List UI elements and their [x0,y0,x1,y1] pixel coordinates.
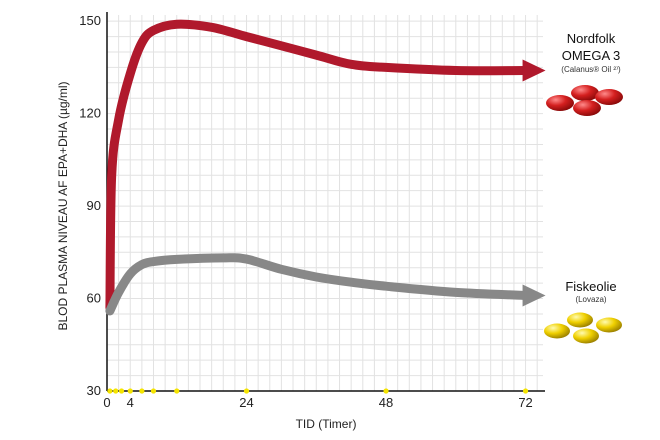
sample-marker [127,388,133,394]
red-capsule [573,100,601,116]
sample-marker [174,388,180,394]
sample-marker [113,388,119,394]
x-tick-label: 4 [127,395,134,410]
x-tick-label: 48 [379,395,393,410]
tick-labels: 0 4 24 48 72 30 60 90 120 150 [79,13,532,410]
y-tick-label: 30 [87,383,101,398]
yellow-capsule [544,323,570,339]
series-arrowhead-0 [522,59,546,82]
sample-time-markers [107,388,529,394]
x-tick-label: 72 [518,395,532,410]
x-tick-label: 0 [103,395,110,410]
chart-series [105,19,546,316]
sample-marker [383,388,389,394]
yellow-capsule [567,312,593,328]
x-tick-label: 24 [239,395,253,410]
sample-marker [107,388,113,394]
red-capsules-image [546,85,623,116]
series-line-1 [105,253,531,316]
y-tick-label: 60 [87,291,101,306]
x-axis-title: TID (Timer) [296,417,357,431]
legend-label-omega3: OMEGA 3 [562,48,621,63]
sample-marker [522,388,529,394]
y-tick-label: 150 [79,13,101,28]
yellow-capsule [596,317,622,333]
legend-label-fiskeolie: Fiskeolie [565,279,616,294]
series-line-0 [105,19,531,313]
sample-marker [150,388,157,394]
y-tick-label: 90 [87,198,101,213]
series-arrowhead-1 [522,284,546,307]
sample-marker [243,388,250,394]
yellow-capsule [573,328,599,344]
y-axis-title: BLOD PLASMA NIVEAU AF EPA+DHA (µg/ml) [56,81,70,330]
yellow-capsules-image [544,312,622,344]
legend-sub-fiskeolie: (Lovaza) [575,295,606,304]
red-capsule [546,95,574,111]
sample-marker [118,388,125,394]
legend-label-nordfolk: Nordfolk [567,31,616,46]
red-capsule [595,89,623,105]
legend-sub-nordfolk: (Calanus® Oil ²⁾) [561,65,621,74]
red-capsule [571,85,599,101]
y-tick-label: 120 [79,106,101,121]
sample-marker [139,388,145,394]
